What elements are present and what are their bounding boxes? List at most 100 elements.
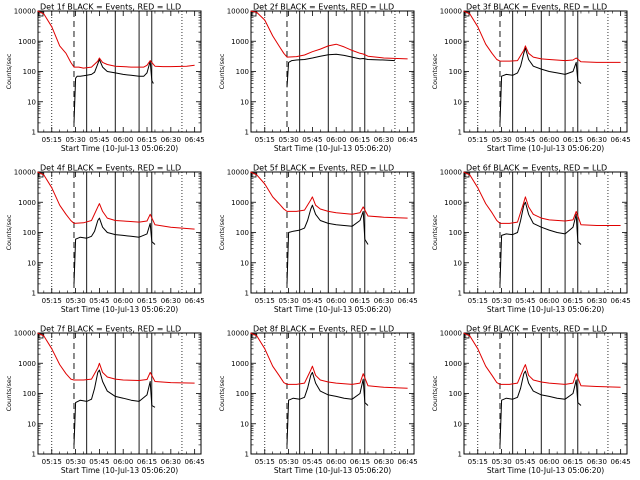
x-tick-label: 06:45 — [185, 297, 205, 305]
x-tick-label: 06:15 — [137, 297, 157, 305]
x-tick-label: 06:15 — [563, 297, 583, 305]
x-axis-label: Start Time (10-Jul-13 05:06:20) — [274, 144, 391, 153]
y-tick-label: 1000 — [444, 199, 462, 207]
x-tick-label: 05:15 — [468, 297, 488, 305]
detector-panel-4: Det 4f BLACK = Events, RED = LLD 1 10 100 10… — [5, 164, 205, 315]
x-tick-label: 05:45 — [302, 458, 322, 466]
y-tick-label: 1000 — [18, 38, 36, 46]
x-tick-label: 06:00 — [326, 458, 346, 466]
x-axis-label: Start Time (10-Jul-13 05:06:20) — [274, 466, 391, 475]
x-tick-label: 06:45 — [611, 297, 631, 305]
detector-panel-6: Det 6f BLACK = Events, RED = LLD 1 10 100 10… — [431, 164, 631, 315]
plot-frame — [463, 171, 628, 294]
detector-panel-5: Det 5f BLACK = Events, RED = LLD 1 10 100 10… — [218, 164, 418, 315]
x-tick-label: 06:00 — [113, 136, 133, 144]
x-axis-label: Start Time (10-Jul-13 05:06:20) — [61, 305, 178, 314]
x-tick-label: 05:15 — [255, 297, 275, 305]
events-series-line — [73, 59, 154, 123]
x-tick-label: 06:15 — [350, 136, 370, 144]
y-tick-label: 1 — [32, 129, 36, 137]
y-axis-label: Counts/sec — [431, 375, 439, 411]
x-tick-label: 05:15 — [42, 136, 62, 144]
x-tick-label: 06:15 — [563, 136, 583, 144]
panel-title: Det 7f BLACK = Events, RED = LLD — [40, 325, 181, 334]
x-tick-label: 05:15 — [255, 136, 275, 144]
x-tick-label: 05:45 — [515, 458, 535, 466]
x-tick-label: 06:45 — [185, 136, 205, 144]
y-axis-label: Counts/sec — [5, 375, 13, 411]
x-tick-label: 05:15 — [42, 297, 62, 305]
x-tick-label: 06:15 — [350, 297, 370, 305]
x-tick-label: 06:15 — [137, 458, 157, 466]
panel-title: Det 5f BLACK = Events, RED = LLD — [253, 164, 394, 173]
x-tick-label: 06:45 — [398, 136, 418, 144]
x-tick-label: 06:00 — [326, 297, 346, 305]
events-series-line — [499, 370, 582, 445]
y-tick-label: 1000 — [231, 360, 249, 368]
x-tick-label: 06:30 — [587, 458, 607, 466]
y-tick-label: 10 — [240, 98, 249, 106]
x-tick-label: 05:15 — [468, 136, 488, 144]
x-tick-label: 05:15 — [468, 458, 488, 466]
y-tick-label: 1000 — [231, 199, 249, 207]
x-tick-label: 05:45 — [89, 297, 109, 305]
y-tick-label: 1000 — [18, 360, 36, 368]
x-tick-label: 06:30 — [161, 136, 181, 144]
x-tick-label: 05:30 — [491, 458, 511, 466]
y-tick-label: 10 — [453, 98, 462, 106]
x-axis-label: Start Time (10-Jul-13 05:06:20) — [487, 466, 604, 475]
y-tick-label: 100 — [449, 68, 462, 76]
panel-title: Det 4f BLACK = Events, RED = LLD — [40, 164, 181, 173]
x-tick-label: 05:30 — [491, 297, 511, 305]
panel-title: Det 1f BLACK = Events, RED = LLD — [40, 3, 181, 12]
y-tick-label: 10000 — [227, 330, 249, 338]
y-tick-label: 1 — [32, 451, 36, 459]
y-tick-label: 10 — [27, 259, 36, 267]
x-tick-label: 05:45 — [89, 136, 109, 144]
events-series-line — [286, 53, 395, 88]
plot-frame — [250, 10, 415, 133]
y-axis-label: Counts/sec — [5, 214, 13, 250]
x-tick-label: 05:45 — [89, 458, 109, 466]
y-axis-label: Counts/sec — [5, 53, 13, 89]
lld-series-line — [250, 10, 408, 60]
x-tick-label: 05:15 — [42, 458, 62, 466]
x-tick-label: 06:15 — [137, 136, 157, 144]
y-axis-label: Counts/sec — [218, 53, 226, 89]
x-tick-label: 05:45 — [515, 136, 535, 144]
detector-panel-2: Det 2f BLACK = Events, RED = LLD 1 10 100 10… — [218, 3, 418, 154]
plot-frame — [250, 171, 415, 294]
x-tick-label: 06:45 — [611, 136, 631, 144]
x-tick-label: 06:15 — [563, 458, 583, 466]
x-tick-label: 06:00 — [113, 297, 133, 305]
x-tick-label: 05:30 — [278, 136, 298, 144]
y-tick-label: 10 — [27, 420, 36, 428]
y-tick-label: 100 — [23, 68, 36, 76]
x-tick-label: 06:30 — [587, 297, 607, 305]
panel-title: Det 6f BLACK = Events, RED = LLD — [466, 164, 607, 173]
x-tick-label: 06:45 — [398, 297, 418, 305]
x-tick-label: 06:45 — [611, 458, 631, 466]
x-tick-label: 06:00 — [539, 136, 559, 144]
y-axis-label: Counts/sec — [431, 53, 439, 89]
y-tick-label: 10000 — [440, 8, 462, 16]
panel-title: Det 8f BLACK = Events, RED = LLD — [253, 325, 394, 334]
y-tick-label: 1000 — [231, 38, 249, 46]
detector-panel-7: Det 7f BLACK = Events, RED = LLD 1 10 100 10… — [5, 325, 205, 476]
detector-panel-8: Det 8f BLACK = Events, RED = LLD 1 10 100 10… — [218, 325, 418, 476]
lld-series-line — [463, 171, 621, 226]
x-tick-label: 05:45 — [302, 297, 322, 305]
y-tick-label: 10000 — [14, 330, 36, 338]
y-tick-label: 10 — [453, 420, 462, 428]
x-tick-label: 05:30 — [65, 297, 85, 305]
events-series-line — [73, 217, 156, 284]
panel-title: Det 9f BLACK = Events, RED = LLD — [466, 325, 607, 334]
x-axis-label: Start Time (10-Jul-13 05:06:20) — [61, 466, 178, 475]
y-tick-label: 10000 — [227, 8, 249, 16]
events-series-line — [499, 47, 582, 123]
y-tick-label: 100 — [449, 229, 462, 237]
y-tick-label: 1 — [245, 451, 249, 459]
x-tick-label: 06:45 — [185, 458, 205, 466]
y-axis-label: Counts/sec — [218, 214, 226, 250]
y-tick-label: 10000 — [14, 169, 36, 177]
